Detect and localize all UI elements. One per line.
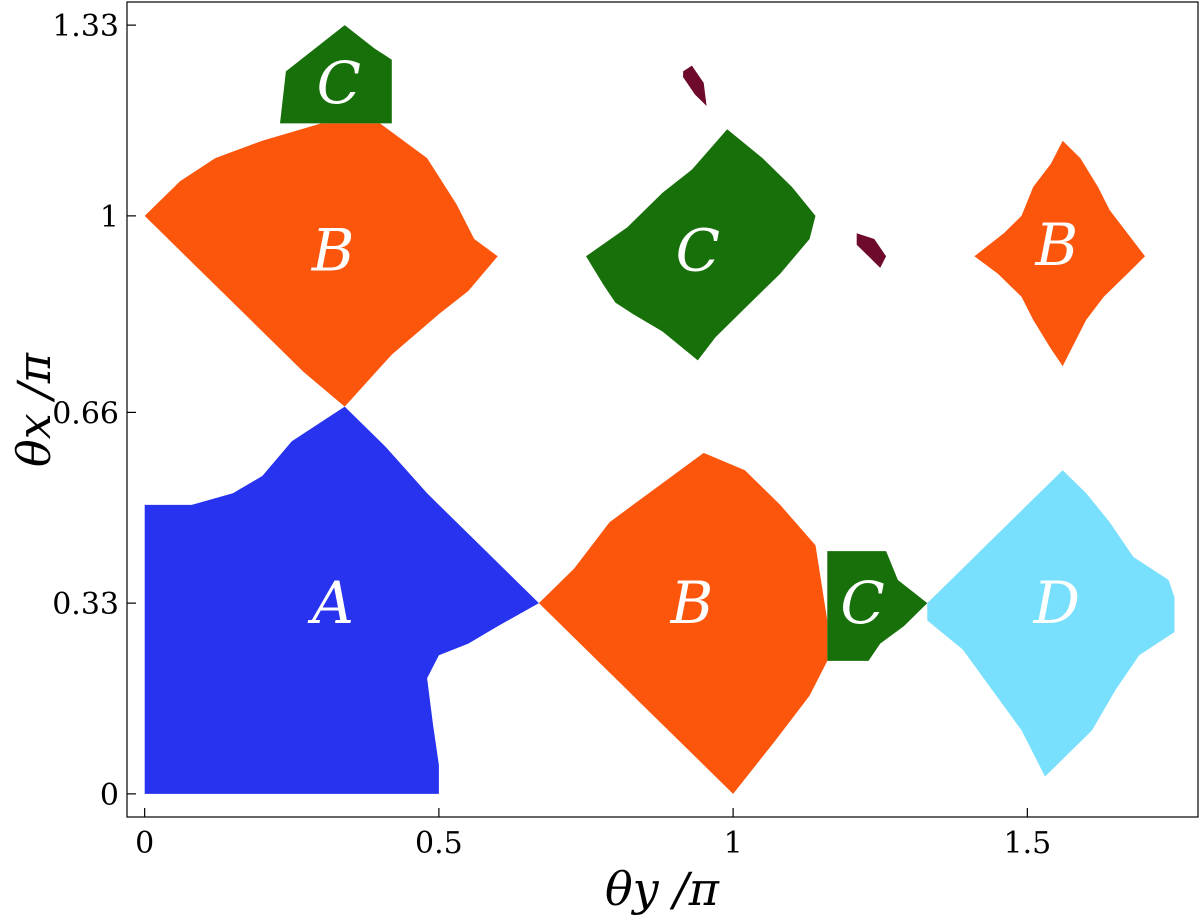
region-c-6	[586, 129, 816, 361]
y-tick-label-2: 0.66	[52, 396, 119, 431]
ticks-layer: 0 0.5 1 1.5 0 0.33 0.66 1 1.33	[52, 9, 1051, 861]
region-label-d-5: D	[1033, 569, 1081, 637]
region-b-3	[538, 452, 828, 794]
region-e-8	[683, 65, 707, 106]
regions-layer	[144, 25, 1175, 794]
region-c-2	[280, 25, 392, 124]
region-d-5	[927, 470, 1175, 777]
y-tick-label-1: 0.33	[52, 587, 119, 622]
region-label-b-7: B	[1034, 211, 1078, 279]
region-label-c-2: C	[317, 49, 361, 117]
x-axis-label: θy /π	[605, 862, 720, 916]
region-label-b-3: B	[670, 569, 714, 637]
region-label-a-0: A	[307, 569, 354, 637]
region-c-4	[827, 551, 928, 661]
x-tick-label-3: 1.5	[1003, 826, 1051, 861]
region-e-9	[856, 233, 887, 268]
region-labels-layer: A B C B C D C B	[307, 49, 1080, 637]
x-tick-label-0: 0	[135, 826, 154, 861]
region-label-c-6: C	[676, 217, 720, 285]
x-tick-label-2: 1	[724, 826, 743, 861]
region-label-c-4: C	[840, 569, 884, 637]
y-axis-label: θx /π	[7, 352, 61, 467]
region-a-0	[144, 406, 539, 794]
region-label-b-1: B	[311, 217, 355, 285]
y-tick-label-4: 1.33	[52, 9, 119, 44]
x-tick-label-1: 0.5	[415, 826, 463, 861]
region-b-1	[144, 123, 498, 407]
y-tick-label-3: 1	[100, 200, 119, 235]
region-b-7	[974, 140, 1145, 367]
y-tick-label-0: 0	[100, 778, 119, 813]
plot-frame	[126, 1, 1199, 818]
